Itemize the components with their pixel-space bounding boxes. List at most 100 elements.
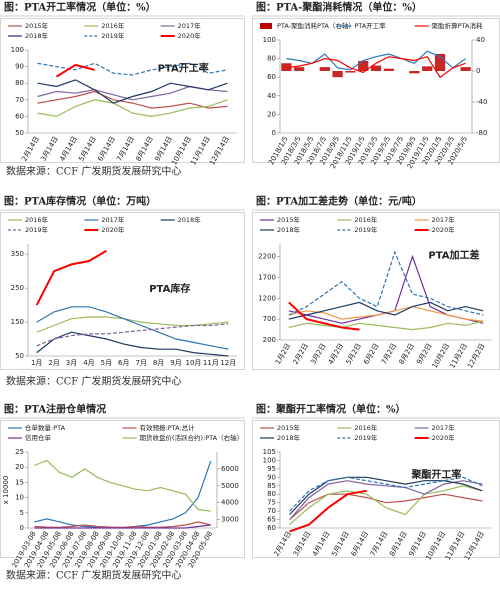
legend-label: 2020年 [178,31,202,40]
legend-label: 2018年 [277,225,301,234]
series-line [288,320,484,331]
y-tick-label: 1700 [258,273,276,281]
x-tick-label: 3月2日 [309,342,327,366]
x-tick-label: 7月14日 [369,530,390,558]
x-tick-label: 7月 [135,359,146,367]
bar [345,71,356,73]
x-tick-label: 9月14日 [407,530,428,558]
x-tick-label: 3月 [66,359,77,367]
series-line [37,99,228,118]
x-tick-label: 4月14日 [58,135,79,163]
legend-label: 2015年 [277,423,301,432]
panel-frame [0,18,245,163]
y-axis-label: x 10000 [2,476,10,505]
x-tick-label: 4月 [83,359,94,367]
legend-label: 2017年 [101,215,125,224]
series-line [36,306,229,350]
legend-label: 2018年 [25,31,49,40]
x-tick-label: 6月14日 [96,135,117,163]
series-line [289,476,483,512]
legend-label: 仓单数量:PTA [25,423,66,432]
series-line [288,301,484,320]
x-tick-label: 6月 [118,359,129,367]
bar [370,65,382,71]
series-line [36,323,229,347]
y-tick-label: 80 [267,490,276,498]
y-tick-label: 100 [263,36,276,44]
panel-title: 图：PTA加工差走势（单位：元/吨） [256,195,422,208]
legend-label: 2016年 [354,423,378,432]
legend-label: 2020年 [432,433,456,442]
x-tick-label: 9月 [170,359,181,367]
x-tick-label: 4月2日 [327,342,345,366]
legend-label: 2020年 [432,225,456,234]
legend-label: 2015年 [277,215,301,224]
legend-label: 2017年 [432,423,456,432]
series-line [289,476,483,515]
legend-label: 2019年 [354,433,378,442]
y-tick-label: 60 [15,112,24,120]
y-tick-label: 1200 [258,294,276,302]
x-tick-label: 8月 [153,359,164,367]
y-tick-label: 200 [263,336,276,344]
legend-label: 2019年 [101,31,125,40]
bar [422,66,433,71]
y-tick-label: 350 [11,250,24,258]
legend-label: 2015年 [25,21,49,30]
y-tick-label: 80 [15,79,24,87]
panel-frame [0,420,245,558]
x-tick-label: 12月2日 [466,342,487,370]
x-tick-label: 4月14日 [311,530,332,558]
series-line [37,79,228,104]
series-line [34,524,211,529]
x-tick-label: 12月14日 [208,135,231,167]
y-tick-label: 80 [267,55,276,63]
series-line [289,480,483,520]
series-line [36,331,229,357]
x-tick-label: 8月2日 [398,342,416,366]
y-tick-label: 25 [15,448,24,456]
series-line [289,485,483,526]
bar [294,67,305,71]
y-tick-label: 75 [267,499,276,507]
y-tick-label: 20 [15,463,24,471]
panel-title: 图：PTA注册仓单情况 [4,403,106,416]
y-tick-label: 20 [267,110,276,118]
series-line [286,55,466,79]
legend-label: PTA-聚酯消耗PTA（右轴） [277,21,355,30]
x-tick-label: 5月 [101,359,112,367]
x-tick-label: 9月14日 [153,135,174,163]
y-tick-label: 60 [267,73,276,81]
y-tick-label: 100 [263,456,276,464]
y-tick-label: 70 [15,96,24,104]
x-tick-label: 1月2日 [274,342,292,366]
y-tick-label: 250 [11,284,24,292]
x-tick-label: 8月14日 [134,135,155,163]
x-tick-label: 8月14日 [388,530,409,558]
x-tick-label: 9月2日 [415,342,433,366]
y-tick-label: 100 [11,46,24,54]
bar [383,68,394,71]
y-tick-label: 0 [20,524,24,532]
y-tick-label: 70 [267,507,276,515]
y2-tick-label: 40 [476,36,485,44]
y-tick-label: 0 [272,129,276,137]
x-tick-label: 2月14日 [20,135,41,163]
y-tick-label: 50 [15,129,24,137]
y-tick-label: 65 [267,516,276,524]
source-note: 数据来源：CCF 广发期货发展研究中心 [6,569,181,582]
y-tick-label: 90 [267,473,276,481]
legend-label: 2017年 [432,215,456,224]
series-line [289,493,483,521]
bar [409,71,420,74]
legend-label: 2016年 [25,215,49,224]
bar [434,53,446,71]
series-line [289,489,367,533]
legend-label: 2018年 [277,433,301,442]
y2-tick-label: -40 [476,98,487,106]
x-tick-label: 7月14日 [115,135,136,163]
panel-title: 图：聚酯开工率情况（单位：%） [256,403,406,416]
x-tick-label: 2月2日 [292,342,310,366]
bar [281,63,292,71]
